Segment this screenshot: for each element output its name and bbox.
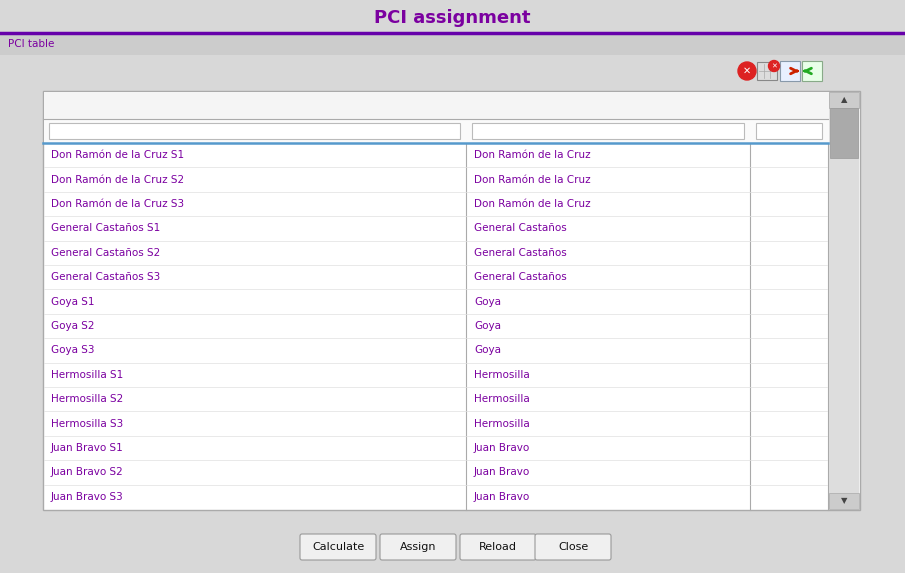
Text: Assign: Assign: [400, 542, 436, 552]
Bar: [44, 92, 859, 119]
Text: Hermosilla S1: Hermosilla S1: [51, 370, 123, 380]
Circle shape: [738, 62, 756, 80]
Text: General Castaños S2: General Castaños S2: [51, 248, 160, 258]
Text: Juan Bravo S3: Juan Bravo S3: [51, 492, 124, 502]
Bar: [829, 92, 859, 108]
Text: Juan Bravo S1: Juan Bravo S1: [51, 443, 124, 453]
FancyBboxPatch shape: [460, 534, 536, 560]
Bar: [43, 91, 860, 510]
Text: Reload: Reload: [479, 542, 517, 552]
Text: Don Ramón de la Cruz: Don Ramón de la Cruz: [474, 199, 591, 209]
Text: ✕: ✕: [771, 63, 776, 69]
Text: General Castaños S3: General Castaños S3: [51, 272, 160, 282]
Text: ✕: ✕: [743, 66, 751, 76]
Text: Juan Bravo S2: Juan Bravo S2: [51, 468, 124, 477]
Text: Don Ramón de la Cruz S1: Don Ramón de la Cruz S1: [51, 150, 184, 160]
Text: Station: Station: [584, 99, 632, 112]
Text: Don Ramón de la Cruz S2: Don Ramón de la Cruz S2: [51, 175, 184, 185]
Text: Don Ramón de la Cruz S3: Don Ramón de la Cruz S3: [51, 199, 184, 209]
Text: Juan Bravo: Juan Bravo: [474, 443, 530, 453]
Text: Sector: Sector: [233, 99, 276, 112]
FancyBboxPatch shape: [380, 534, 456, 560]
Circle shape: [768, 61, 779, 72]
Text: ▲: ▲: [841, 96, 847, 104]
Bar: [756, 123, 822, 139]
Text: ▼: ▼: [841, 496, 847, 505]
Text: Hermosilla: Hermosilla: [474, 370, 529, 380]
Bar: [830, 108, 858, 158]
Text: Don Ramón de la Cruz: Don Ramón de la Cruz: [474, 175, 591, 185]
Bar: [0, 33, 905, 55]
Text: Goya: Goya: [474, 346, 501, 355]
Text: General Castaños: General Castaños: [474, 248, 567, 258]
FancyBboxPatch shape: [535, 534, 611, 560]
Text: Goya: Goya: [474, 297, 501, 307]
FancyBboxPatch shape: [300, 534, 376, 560]
Text: Goya S3: Goya S3: [51, 346, 94, 355]
Text: Goya S1: Goya S1: [51, 297, 94, 307]
Text: PCI: PCI: [778, 99, 800, 112]
Text: Calculate: Calculate: [312, 542, 364, 552]
Bar: [829, 92, 859, 509]
Text: Hermosilla: Hermosilla: [474, 419, 529, 429]
Text: Hermosilla: Hermosilla: [474, 394, 529, 404]
FancyBboxPatch shape: [802, 61, 822, 81]
Text: Hermosilla S2: Hermosilla S2: [51, 394, 123, 404]
Text: General Castaños S1: General Castaños S1: [51, 223, 160, 233]
Text: Goya: Goya: [474, 321, 501, 331]
Bar: [49, 123, 460, 139]
Text: Close: Close: [557, 542, 588, 552]
Bar: [829, 493, 859, 509]
Text: PCI table: PCI table: [8, 39, 54, 49]
FancyBboxPatch shape: [757, 62, 777, 80]
Text: Goya S2: Goya S2: [51, 321, 94, 331]
FancyBboxPatch shape: [780, 61, 800, 81]
Text: PCI assignment: PCI assignment: [375, 9, 530, 27]
Text: Don Ramón de la Cruz: Don Ramón de la Cruz: [474, 150, 591, 160]
Text: General Castaños: General Castaños: [474, 272, 567, 282]
Bar: [472, 123, 744, 139]
Text: General Castaños: General Castaños: [474, 223, 567, 233]
Text: Juan Bravo: Juan Bravo: [474, 468, 530, 477]
Text: Hermosilla S3: Hermosilla S3: [51, 419, 123, 429]
Bar: [44, 119, 859, 143]
Text: Juan Bravo: Juan Bravo: [474, 492, 530, 502]
